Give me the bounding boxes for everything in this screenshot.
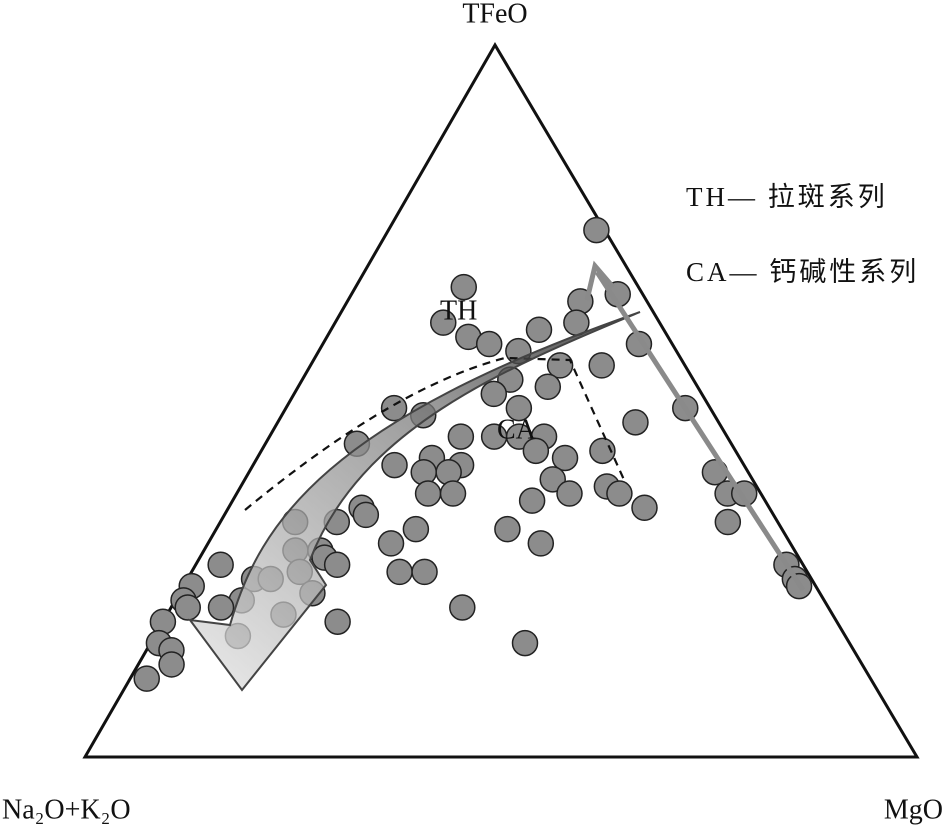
sample-point: [324, 608, 351, 635]
sample-point: [525, 316, 553, 344]
sample-point: [323, 551, 351, 579]
vertex-left: Na₂O+K₂O: [2, 794, 131, 825]
sample-point: [439, 480, 467, 507]
sample-point: [588, 352, 615, 379]
ca-arrow-head: [584, 260, 615, 301]
sample-point: [551, 444, 579, 472]
vertex-top: TFeO: [462, 0, 527, 29]
triangle: [82, 42, 920, 759]
sample-point: [622, 409, 649, 436]
th-arrow: [187, 311, 641, 692]
sample-point: [589, 437, 616, 465]
sample-point: [381, 451, 408, 479]
sample-point: [527, 530, 555, 557]
sample-point: [435, 458, 462, 486]
sample-point: [430, 309, 457, 336]
sample-point: [207, 551, 234, 579]
sample-point: [522, 437, 550, 465]
sample-point: [207, 594, 235, 621]
sample-point: [447, 423, 475, 450]
field-label: CA: [497, 414, 537, 445]
sample-point: [402, 515, 430, 543]
sample-point: [377, 530, 405, 557]
sample-point: [133, 665, 160, 692]
sample-point: [583, 216, 610, 244]
sample-point: [352, 501, 380, 529]
sample-point: [475, 330, 503, 358]
sample-point: [631, 494, 658, 522]
sample-point: [450, 273, 478, 301]
divider: [244, 356, 627, 511]
sample-point: [556, 480, 583, 507]
sample-point: [158, 651, 185, 678]
sample-point: [411, 558, 438, 586]
sample-point: [606, 480, 633, 507]
ca-arrow: [594, 270, 806, 592]
sample-point: [410, 458, 437, 486]
legend-entry: CA— 钙碱性系列: [686, 257, 919, 287]
sample-point: [174, 594, 201, 621]
field-label: TH: [440, 295, 477, 326]
sample-point: [511, 629, 539, 657]
sample-point: [386, 558, 413, 586]
vertex-right: MgO: [884, 794, 943, 825]
legend-entry: TH— 拉斑系列: [686, 182, 888, 212]
sample-point: [534, 373, 562, 401]
sample-point: [449, 594, 476, 621]
sample-point: [505, 394, 533, 422]
sample-point: [414, 480, 442, 507]
sample-point: [494, 515, 521, 543]
sample-point: [714, 508, 742, 536]
sample-point: [518, 487, 546, 514]
sample-point: [480, 380, 508, 408]
